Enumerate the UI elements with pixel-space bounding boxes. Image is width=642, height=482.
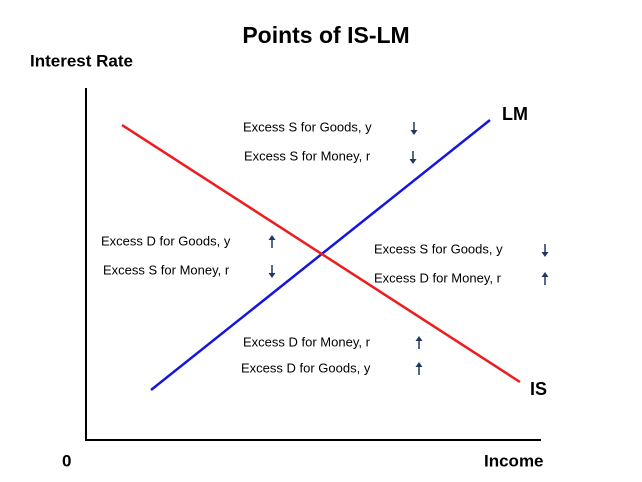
curve-label: LM xyxy=(502,104,528,124)
y-axis-label: Interest Rate xyxy=(30,51,133,70)
region-text: Excess D for Goods, y xyxy=(101,233,231,248)
arrow-head xyxy=(541,272,549,277)
region-text: Excess S for Money, r xyxy=(103,262,230,277)
arrow-head xyxy=(268,273,276,278)
region-text: Excess S for Goods, y xyxy=(374,241,503,256)
is-curve xyxy=(121,123,521,384)
region-text: Excess D for Money, r xyxy=(374,270,502,285)
origin-label: 0 xyxy=(62,451,71,470)
region-text: Excess D for Goods, y xyxy=(241,360,371,375)
arrow-head xyxy=(415,362,423,367)
region-text: Excess D for Money, r xyxy=(243,334,371,349)
arrow-head xyxy=(410,130,418,135)
arrow-head xyxy=(409,159,417,164)
arrow-head xyxy=(268,235,276,240)
title: Points of IS-LM xyxy=(242,22,409,48)
arrow-head xyxy=(541,252,549,257)
arrow-head xyxy=(415,336,423,341)
x-axis-label: Income xyxy=(484,451,544,470)
curve-label: IS xyxy=(530,379,547,399)
region-text: Excess S for Goods, y xyxy=(243,119,372,134)
lm-curve xyxy=(150,119,491,391)
region-text: Excess S for Money, r xyxy=(244,148,371,163)
